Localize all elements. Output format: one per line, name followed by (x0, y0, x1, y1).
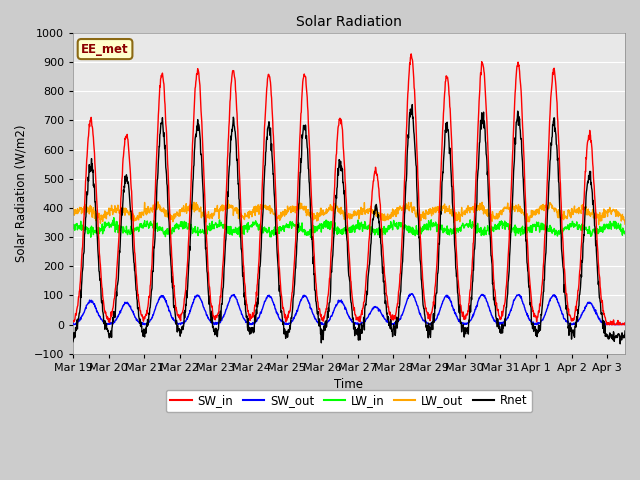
X-axis label: Time: Time (335, 378, 364, 391)
Y-axis label: Solar Radiation (W/m2): Solar Radiation (W/m2) (15, 125, 28, 262)
Text: EE_met: EE_met (81, 43, 129, 56)
Title: Solar Radiation: Solar Radiation (296, 15, 402, 29)
Legend: SW_in, SW_out, LW_in, LW_out, Rnet: SW_in, SW_out, LW_in, LW_out, Rnet (166, 390, 532, 412)
